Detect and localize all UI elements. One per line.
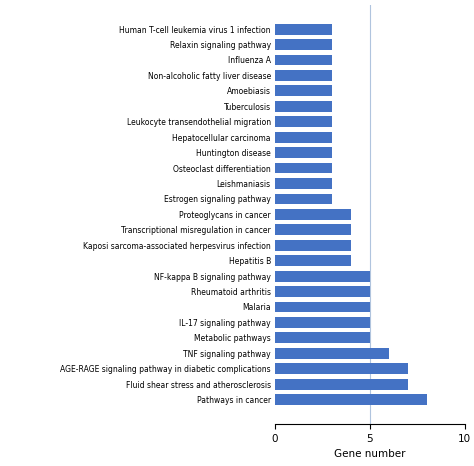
Bar [275,379,408,390]
Bar [275,332,370,343]
Bar [275,163,332,173]
Bar [275,55,332,65]
Bar [275,394,427,405]
Bar [275,302,370,312]
X-axis label: Gene number: Gene number [334,449,405,459]
Bar [275,240,351,251]
Bar [275,116,332,127]
Bar [275,193,332,204]
Bar [275,85,332,96]
Bar [275,209,351,220]
Bar [275,39,332,50]
Bar [275,225,351,235]
Bar [275,24,332,34]
Bar [275,271,370,281]
Bar [275,101,332,112]
Bar [275,317,370,328]
Bar [275,348,389,359]
Bar [275,147,332,158]
Bar [275,178,332,189]
Bar [275,286,370,297]
Bar [275,132,332,143]
Bar [275,70,332,81]
Bar [275,255,351,266]
Bar [275,363,408,374]
